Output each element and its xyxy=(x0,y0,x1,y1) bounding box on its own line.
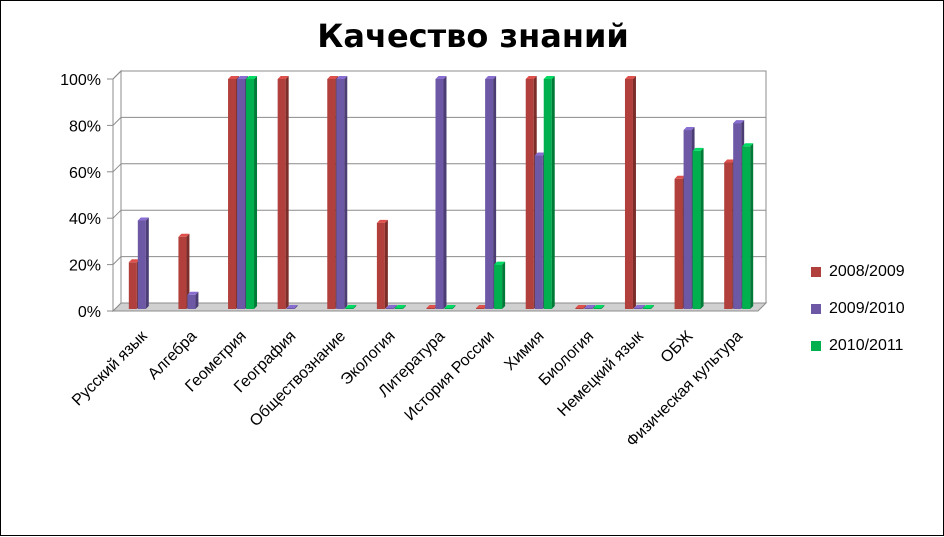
legend-item: 2008/2009 xyxy=(811,253,905,290)
y-tick-label: 0% xyxy=(78,304,101,321)
legend-item: 2009/2010 xyxy=(811,290,905,327)
bar xyxy=(633,305,645,309)
bar xyxy=(444,305,456,309)
legend-label: 2009/2010 xyxy=(829,299,905,317)
legend-item: 2010/2011 xyxy=(811,327,905,364)
bar xyxy=(385,305,397,309)
gridline-side xyxy=(112,256,122,265)
bar xyxy=(246,76,258,309)
x-tick-label: История России xyxy=(402,328,498,424)
bar xyxy=(742,143,754,309)
legend-label: 2010/2011 xyxy=(829,336,904,354)
bar xyxy=(624,76,636,309)
x-tick-label: ОБЖ xyxy=(658,328,697,367)
bar xyxy=(137,217,149,309)
bar xyxy=(494,261,506,309)
gridline-side xyxy=(112,163,122,173)
bar xyxy=(593,305,605,309)
gridline-side xyxy=(112,209,122,219)
legend-swatch xyxy=(811,340,821,351)
bar xyxy=(543,76,555,309)
bar xyxy=(575,305,587,309)
bar xyxy=(584,305,596,309)
bar xyxy=(394,305,406,309)
bar xyxy=(485,76,497,309)
y-tick-label: 60% xyxy=(69,165,101,182)
bar xyxy=(277,76,289,309)
legend-swatch xyxy=(811,266,821,277)
x-tick-label: Химия xyxy=(501,328,547,374)
y-tick-label: 100% xyxy=(60,72,101,89)
bar xyxy=(692,147,704,309)
bar xyxy=(345,305,357,309)
bar xyxy=(642,305,654,309)
x-tick-label: Обществознание xyxy=(247,328,349,430)
bar xyxy=(376,219,388,309)
bar xyxy=(336,76,348,309)
x-tick-label: Русский язык xyxy=(69,327,151,409)
legend-swatch xyxy=(811,303,821,314)
legend-label: 2008/2009 xyxy=(829,262,905,280)
gridline-side xyxy=(112,117,122,126)
legend: 2008/2009 2009/2010 2010/2011 xyxy=(811,253,905,364)
side-wall xyxy=(112,69,122,313)
gridline-side xyxy=(112,70,122,80)
bar xyxy=(187,291,199,309)
bar xyxy=(286,305,298,309)
y-tick-label: 80% xyxy=(69,118,101,135)
bar xyxy=(178,233,190,309)
y-tick-label: 20% xyxy=(69,258,101,275)
x-tick-label: Немецкий язык xyxy=(555,327,648,420)
y-tick-label: 40% xyxy=(69,211,101,228)
chart-title: Качество знаний xyxy=(317,17,629,55)
bar xyxy=(435,76,447,309)
